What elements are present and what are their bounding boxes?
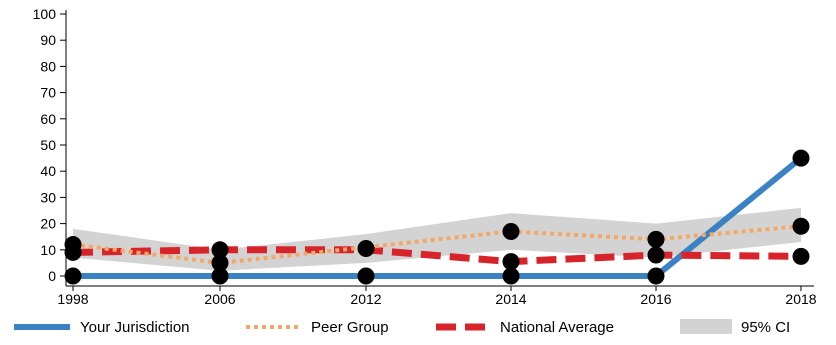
- data-point-marker: [792, 217, 810, 235]
- ci-band: [73, 207, 801, 271]
- legend-swatch-ci: [680, 319, 732, 334]
- x-tick-label: 2006: [204, 291, 235, 307]
- series-line-your-jurisdiction: [73, 155, 803, 279]
- y-tick-label: 60: [40, 111, 56, 127]
- data-point-marker: [357, 267, 375, 285]
- data-point-marker: [211, 254, 229, 272]
- y-tick-label: 10: [40, 242, 56, 258]
- data-point-marker: [64, 267, 82, 285]
- x-tick-label: 2014: [495, 291, 526, 307]
- data-point-marker: [357, 239, 375, 257]
- data-point-marker: [502, 253, 520, 271]
- data-point-marker: [502, 222, 520, 240]
- x-tick-label: 2012: [350, 291, 381, 307]
- y-tick-label: 30: [40, 189, 56, 205]
- data-point-marker: [647, 246, 665, 264]
- x-tick-label: 1998: [57, 291, 88, 307]
- data-point-marker: [211, 267, 229, 285]
- y-tick-label: 80: [40, 58, 56, 74]
- data-point-marker: [792, 149, 810, 167]
- x-tick-label: 2016: [640, 291, 671, 307]
- y-tick-label: 40: [40, 163, 56, 179]
- data-point-marker: [647, 267, 665, 285]
- y-tick-label: 20: [40, 216, 56, 232]
- data-point-marker: [792, 247, 810, 265]
- data-point-marker: [647, 230, 665, 248]
- legend-label-peer-group: Peer Group: [311, 319, 389, 336]
- data-point-marker: [502, 267, 520, 285]
- y-tick-label: 50: [40, 137, 56, 153]
- y-tick-label: 100: [33, 6, 57, 22]
- data-point-marker: [211, 241, 229, 259]
- y-tick-label: 70: [40, 85, 56, 101]
- y-tick-label: 90: [40, 32, 56, 48]
- x-tick-label: 2018: [785, 291, 816, 307]
- legend-label-national-average: National Average: [500, 319, 614, 336]
- series-line-national-average: [72, 246, 802, 266]
- data-point-marker: [64, 236, 82, 254]
- series-line-peer-group: [72, 224, 802, 265]
- legend-label-ci: 95% CI: [741, 319, 790, 336]
- y-tick-label: 0: [48, 268, 56, 284]
- legend-label-your-jurisdiction: Your Jurisdiction: [80, 319, 190, 336]
